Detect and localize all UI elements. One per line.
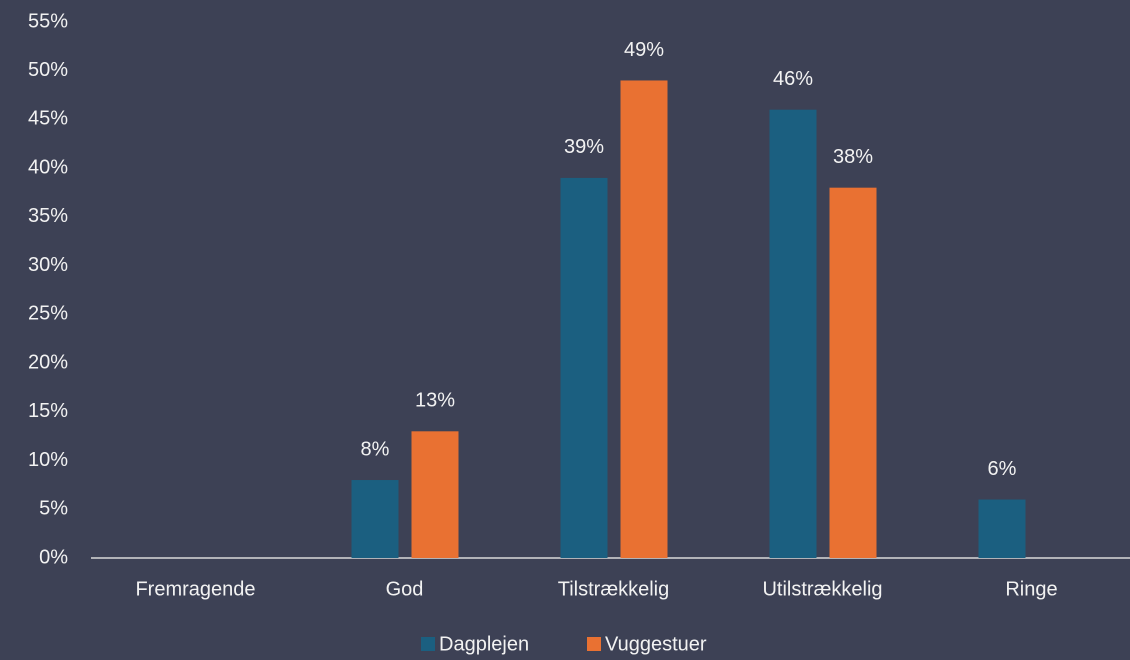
bar <box>620 80 668 559</box>
y-tick-label: 25% <box>28 303 68 325</box>
value-label: 39% <box>564 136 604 158</box>
legend-swatch <box>421 637 435 651</box>
value-label: 38% <box>833 146 873 168</box>
y-tick-label: 0% <box>39 546 68 568</box>
value-label: 13% <box>415 390 455 412</box>
x-tick-label: Ringe <box>1005 578 1057 600</box>
x-tick-label: Utilstrækkelig <box>762 578 882 600</box>
y-tick-label: 50% <box>28 59 68 81</box>
x-tick-label: Fremragende <box>135 578 255 600</box>
y-tick-label: 35% <box>28 205 68 227</box>
bar <box>978 499 1026 558</box>
y-tick-label: 55% <box>28 10 68 32</box>
legend-label: Dagplejen <box>439 633 529 655</box>
value-label: 8% <box>361 438 390 460</box>
bar <box>351 480 399 558</box>
y-tick-label: 15% <box>28 400 68 422</box>
y-tick-label: 5% <box>39 498 68 520</box>
legend-swatch <box>587 637 601 651</box>
value-label: 6% <box>988 458 1017 480</box>
bar <box>829 187 877 558</box>
value-label: 46% <box>773 68 813 90</box>
bar <box>560 177 608 558</box>
y-tick-label: 30% <box>28 254 68 276</box>
y-tick-label: 20% <box>28 351 68 373</box>
y-tick-label: 10% <box>28 449 68 471</box>
legend-label: Vuggestuer <box>605 633 707 655</box>
y-tick-label: 45% <box>28 108 68 130</box>
x-tick-label: God <box>386 578 424 600</box>
bar <box>411 431 459 558</box>
x-tick-label: Tilstrækkelig <box>558 578 670 600</box>
y-tick-label: 40% <box>28 156 68 178</box>
value-label: 49% <box>624 39 664 61</box>
bar <box>769 109 817 558</box>
